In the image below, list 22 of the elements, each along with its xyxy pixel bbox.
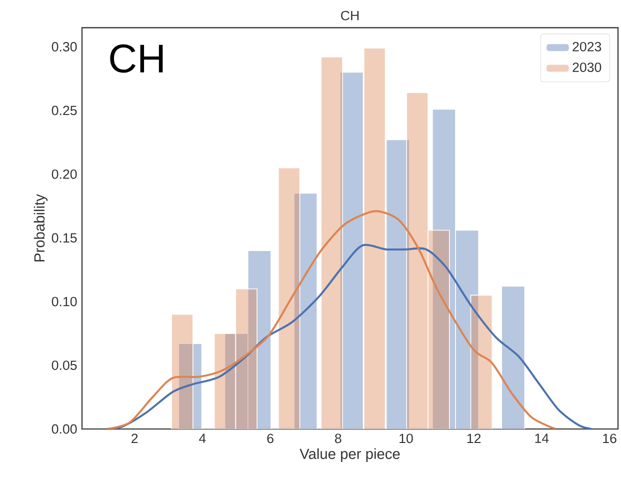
x-tick-label: 2 [132, 434, 138, 444]
y-tick-label: 0.30 [52, 42, 77, 52]
x-axis-title: Value per piece [300, 448, 400, 462]
x-tick-label: 12 [467, 434, 481, 444]
legend-label: 2030 [572, 62, 602, 72]
x-tick-label: 14 [535, 434, 549, 443]
y-tick-label: 0.10 [52, 296, 77, 306]
y-tick-label: 0.15 [52, 233, 77, 243]
y-tick-label: 0.00 [52, 424, 77, 434]
line-series [106, 210, 557, 429]
x-tick-label: 8 [335, 434, 342, 444]
y-tick-label: 0.05 [52, 360, 77, 370]
x-tick-label: 10 [400, 434, 413, 444]
x-tick-label: 6 [267, 434, 274, 444]
legend-label: 2023 [572, 42, 602, 52]
y-tick-label: 0.25 [52, 106, 77, 116]
y-tick-label: 0.20 [52, 169, 77, 179]
x-tick-label: 16 [603, 434, 616, 444]
y-axis-title: Probability [34, 194, 48, 262]
annotation: CH [110, 44, 163, 73]
chart-title: CH [341, 10, 359, 20]
x-tick-label: 4 [199, 434, 206, 443]
